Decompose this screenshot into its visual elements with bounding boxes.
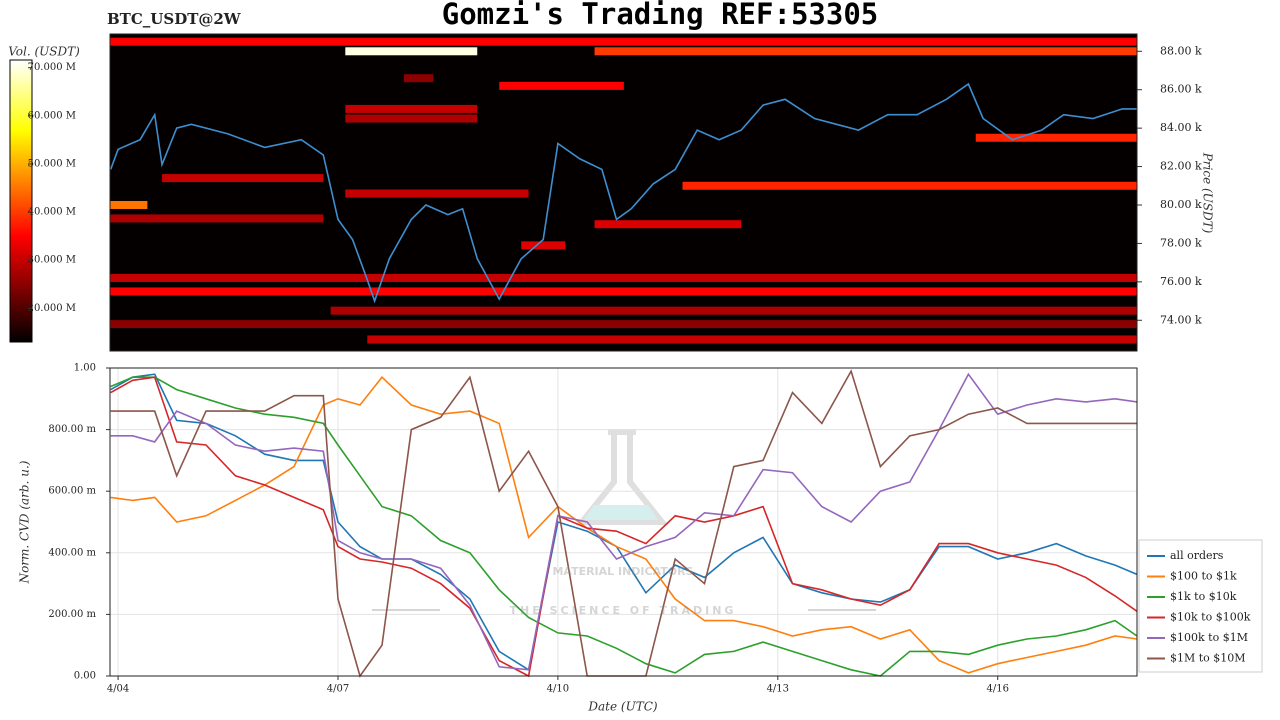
heat-band [975,133,1137,142]
x-axis-label: Date (UTC) [587,700,657,714]
legend-label: $1M to $10M [1170,652,1246,665]
heat-band [345,114,478,123]
chart-subtitle: BTC_USDT@2W [107,10,242,28]
plot-background [110,34,1137,351]
heat-band [345,47,478,56]
heatmap-plot: 74.00 k 76.00 k 78.00 k 80.00 k 82.00 k 84.00… [28,33,1202,352]
heat-band [110,200,148,209]
heat-band [110,287,1137,296]
plot-frame [109,367,1138,677]
y-tick-label: 0.00 [74,671,96,682]
legend-label: $100 to $1k [1170,570,1237,583]
y-axis-label: Price (USDT) [1201,152,1215,234]
heat-band [162,174,324,183]
y-tick-label: 200.00 m [48,609,96,620]
chart-title: Gomzi's Trading REF:53305 [442,0,879,31]
x-tick-label: 4/07 [327,684,349,695]
cvd-line [110,376,1138,677]
y-axis-label: Norm. CVD (arb. u.) [18,460,32,584]
cvd-line [110,376,1138,678]
colorbar-tick-label: 30.000 M [28,255,76,266]
colorbar [9,59,33,343]
x-tick-label: 4/16 [986,684,1008,695]
y-tick-label: 1.00 [74,363,96,374]
legend-label: $10k to $100k [1170,611,1251,624]
legend-label: all orders [1170,549,1224,562]
cvd-plot: 0.00 200.00 m 400.00 m 600.00 m 800.00 m 1.00… [48,363,1138,695]
y-tick-label: 86.00 k [1160,83,1202,96]
watermark-subtitle: THE SCIENCE OF TRADING [510,604,737,617]
plot-frame [109,33,1138,352]
heat-band [110,273,1137,282]
y-tick-label: 800.00 m [48,424,96,435]
legend-label: $100k to $1M [1170,631,1248,644]
watermark-icon [575,429,669,525]
cvd-line [110,373,1138,672]
x-tick-label: 4/13 [767,684,789,695]
heat-band [110,214,324,223]
heat-band [110,320,1137,329]
heat-band [330,306,1137,315]
cvd-line [110,372,1138,671]
y-tick-label: 74.00 k [1160,313,1202,326]
colorbar-tick-label: 70.000 M [28,62,76,73]
cvd-line [110,376,1138,674]
legend-box [1138,539,1263,673]
y-tick-label: 84.00 k [1160,121,1202,134]
heat-band [499,81,624,90]
price-line [109,82,1137,304]
heat-band [403,74,434,83]
heat-band [367,335,1137,344]
colorbar-tick-label: 50.000 M [28,158,76,169]
heat-band [521,241,566,250]
heat-band [682,181,1137,190]
x-tick-label: 4/04 [107,684,129,695]
watermark-title: MATERIAL INDICATORS [552,565,693,578]
y-tick-label: 400.00 m [48,547,96,558]
legend-label: $1k to $10k [1170,590,1237,603]
colorbar-tick-label: 20.000 M [28,303,76,314]
x-tick-label: 4/10 [547,684,569,695]
heat-band [110,37,1137,46]
y-tick-label: 78.00 k [1160,236,1202,249]
colorbar-label: Vol. (USDT) [8,45,80,59]
y-tick-label: 88.00 k [1160,44,1202,57]
y-tick-label: 600.00 m [48,486,96,497]
y-tick-label: 80.00 k [1160,198,1202,211]
heat-band [594,220,742,229]
heat-band [345,189,529,198]
colorbar-tick-label: 40.000 M [28,207,76,218]
heat-band [594,47,1137,56]
heat-band [345,104,478,113]
colorbar-tick-label: 60.000 M [28,110,76,121]
legend: all orders $100 to $1k $1k to $10k $10k to … [1138,539,1263,673]
y-tick-label: 82.00 k [1160,160,1202,173]
y-tick-label: 76.00 k [1160,275,1202,288]
